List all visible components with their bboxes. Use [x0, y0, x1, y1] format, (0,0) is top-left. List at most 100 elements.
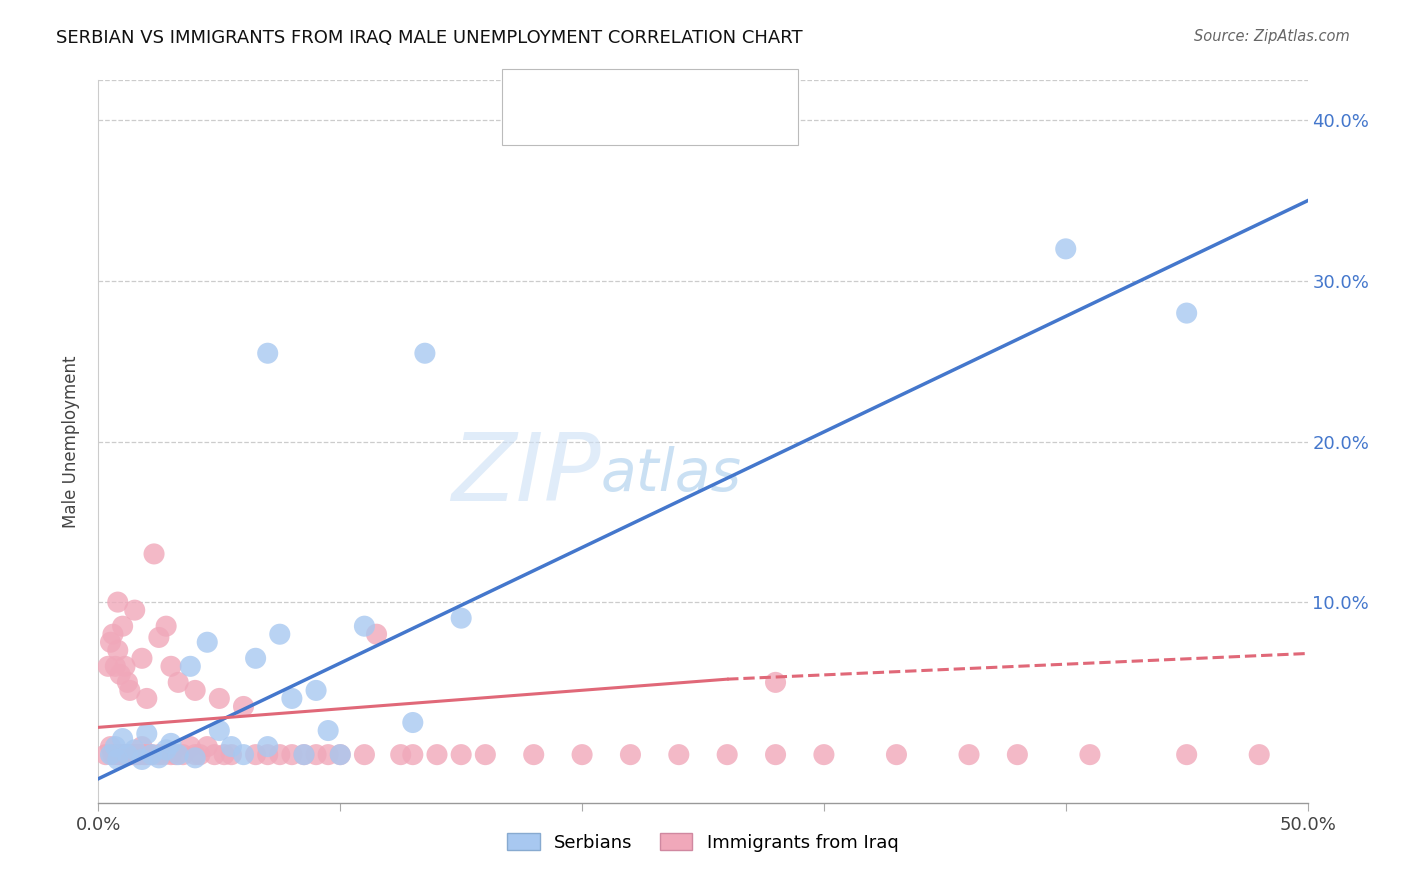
Text: atlas: atlas: [600, 445, 741, 502]
Y-axis label: Male Unemployment: Male Unemployment: [62, 355, 80, 528]
Point: [619, 747, 641, 762]
Point: [167, 747, 190, 762]
Point: [172, 747, 194, 762]
Point: [208, 723, 231, 738]
Point: [165, 747, 187, 762]
Point: [107, 595, 129, 609]
Text: ZIP: ZIP: [450, 428, 600, 519]
Point: [305, 683, 328, 698]
Text: 0.043: 0.043: [596, 117, 640, 132]
Point: [111, 747, 134, 762]
Text: SERBIAN VS IMMIGRANTS FROM IRAQ MALE UNEMPLOYMENT CORRELATION CHART: SERBIAN VS IMMIGRANTS FROM IRAQ MALE UNE…: [56, 29, 803, 46]
Point: [426, 747, 449, 762]
Point: [135, 691, 157, 706]
Point: [148, 751, 170, 765]
Point: [523, 747, 546, 762]
Point: [413, 346, 436, 360]
Point: [221, 747, 243, 762]
Point: [366, 627, 388, 641]
Point: [188, 747, 211, 762]
Point: [160, 659, 183, 673]
Point: [232, 747, 254, 762]
Point: [281, 747, 304, 762]
Point: [111, 619, 134, 633]
Point: [292, 747, 315, 762]
Text: N =: N =: [668, 82, 702, 97]
Point: [104, 747, 127, 762]
Point: [104, 739, 127, 754]
Point: [281, 691, 304, 706]
Text: R =: R =: [551, 117, 583, 132]
Point: [668, 747, 690, 762]
Point: [256, 346, 278, 360]
Point: [107, 747, 129, 762]
Point: [118, 683, 141, 698]
Point: [152, 747, 174, 762]
Point: [155, 743, 177, 757]
Text: Source: ZipAtlas.com: Source: ZipAtlas.com: [1194, 29, 1350, 44]
Point: [179, 659, 201, 673]
Point: [269, 627, 291, 641]
Point: [1007, 747, 1029, 762]
Point: [107, 752, 129, 766]
Point: [124, 743, 146, 757]
Point: [886, 747, 908, 762]
Point: [117, 675, 139, 690]
Point: [100, 635, 122, 649]
Text: 34: 34: [710, 82, 730, 97]
Point: [135, 727, 157, 741]
Point: [329, 747, 352, 762]
Point: [124, 603, 146, 617]
Point: [141, 747, 163, 762]
Point: [128, 747, 150, 762]
Point: [114, 747, 136, 762]
Point: [1175, 747, 1198, 762]
Point: [118, 747, 141, 762]
Point: [121, 747, 143, 762]
Point: [179, 739, 201, 754]
FancyBboxPatch shape: [502, 70, 799, 145]
Point: [143, 547, 166, 561]
Point: [131, 651, 153, 665]
Point: [107, 643, 129, 657]
Point: [97, 659, 120, 673]
Point: [148, 631, 170, 645]
Point: [100, 739, 122, 754]
Point: [269, 747, 291, 762]
Text: N =: N =: [668, 117, 702, 132]
Point: [402, 715, 425, 730]
Legend: Serbians, Immigrants from Iraq: Serbians, Immigrants from Iraq: [501, 826, 905, 859]
Point: [195, 739, 218, 754]
Point: [208, 691, 231, 706]
Text: R =: R =: [551, 82, 583, 97]
Point: [124, 747, 146, 762]
Point: [148, 747, 170, 762]
Point: [1249, 747, 1271, 762]
Point: [571, 747, 593, 762]
Point: [111, 731, 134, 746]
Point: [957, 747, 980, 762]
Point: [353, 747, 375, 762]
Point: [117, 747, 139, 762]
Point: [167, 675, 190, 690]
Point: [402, 747, 425, 762]
Point: [245, 747, 267, 762]
Point: [108, 667, 131, 681]
Point: [184, 747, 207, 762]
Point: [329, 747, 352, 762]
Point: [104, 659, 127, 673]
Point: [114, 659, 136, 673]
Point: [184, 683, 207, 698]
Point: [389, 747, 412, 762]
Point: [134, 747, 156, 762]
Point: [292, 747, 315, 762]
Point: [245, 651, 267, 665]
Point: [160, 736, 183, 750]
Point: [131, 752, 153, 766]
Point: [716, 747, 738, 762]
Point: [450, 747, 472, 762]
Point: [1054, 242, 1077, 256]
Point: [305, 747, 328, 762]
Point: [765, 675, 787, 690]
Point: [127, 747, 149, 762]
